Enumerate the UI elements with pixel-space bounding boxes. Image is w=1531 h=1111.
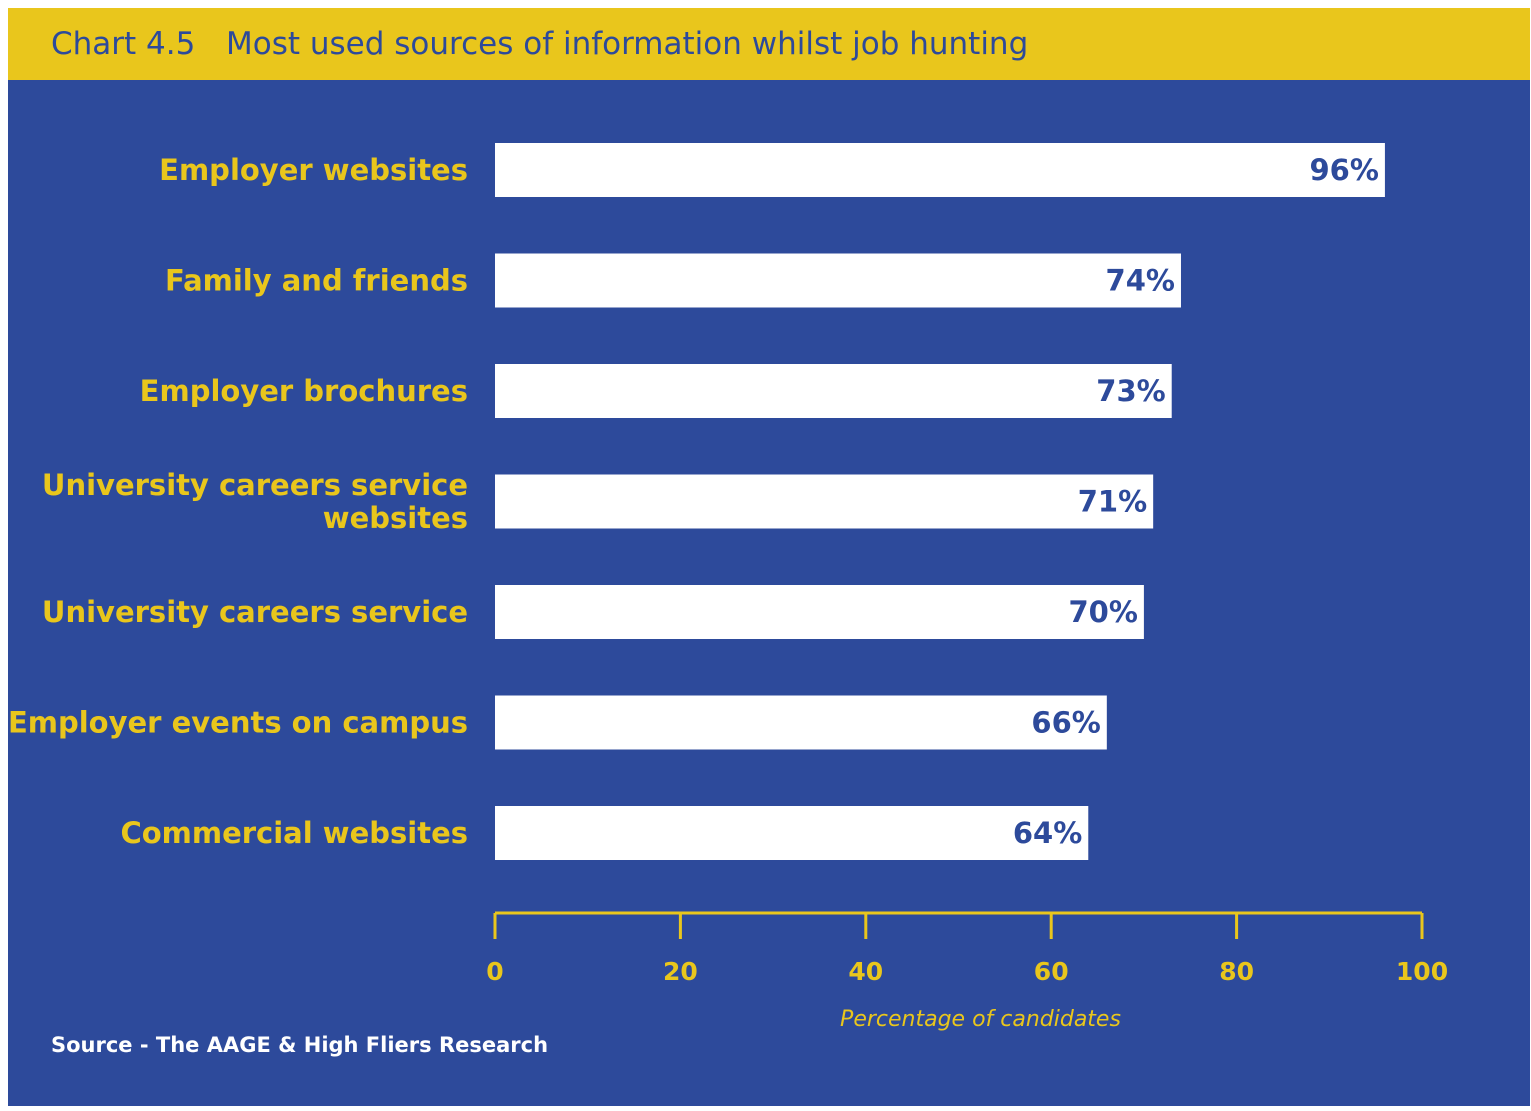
- chart-number: Chart 4.5: [51, 26, 196, 62]
- x-tick-label: 100: [1396, 957, 1448, 986]
- bar: [495, 143, 1385, 197]
- title-bar: Chart 4.5 Most used sources of informati…: [8, 8, 1530, 80]
- bar: [495, 806, 1089, 860]
- bar-value-label: 96%: [1309, 153, 1378, 187]
- x-tick-label: 40: [848, 957, 883, 986]
- chart-frame: Chart 4.5 Most used sources of informati…: [8, 8, 1530, 1106]
- category-label: University careers service: [42, 468, 468, 502]
- category-label: Employer brochures: [140, 374, 468, 408]
- category-label: websites: [323, 501, 468, 535]
- bar-value-label: 66%: [1031, 706, 1100, 740]
- bar-value-label: 74%: [1106, 264, 1175, 298]
- x-tick-label: 20: [663, 957, 698, 986]
- x-tick-label: 60: [1034, 957, 1069, 986]
- bar-value-label: 70%: [1068, 595, 1137, 629]
- source-note: Source - The AAGE & High Fliers Research: [51, 1033, 549, 1057]
- bar: [495, 253, 1181, 308]
- bar-value-label: 73%: [1096, 374, 1165, 408]
- category-label: Commercial websites: [120, 816, 468, 850]
- x-axis-title: Percentage of candidates: [840, 1007, 1121, 1032]
- bar: [495, 474, 1154, 529]
- x-tick-label: 80: [1219, 957, 1254, 986]
- category-label: Family and friends: [165, 264, 468, 298]
- chart-title: Most used sources of information whilst …: [226, 26, 1029, 62]
- bar: [495, 695, 1107, 750]
- category-label: Employer websites: [159, 153, 468, 187]
- bar-chart: 96% Employer websites 74% Family and friend…: [8, 143, 1448, 1032]
- bar-value-label: 71%: [1078, 485, 1147, 519]
- category-label: Employer events on campus: [8, 706, 468, 740]
- bar-value-label: 64%: [1013, 816, 1082, 850]
- x-tick-label: 0: [486, 957, 503, 986]
- bar: [495, 364, 1172, 418]
- bar: [495, 585, 1144, 639]
- category-label: University careers service: [42, 595, 468, 629]
